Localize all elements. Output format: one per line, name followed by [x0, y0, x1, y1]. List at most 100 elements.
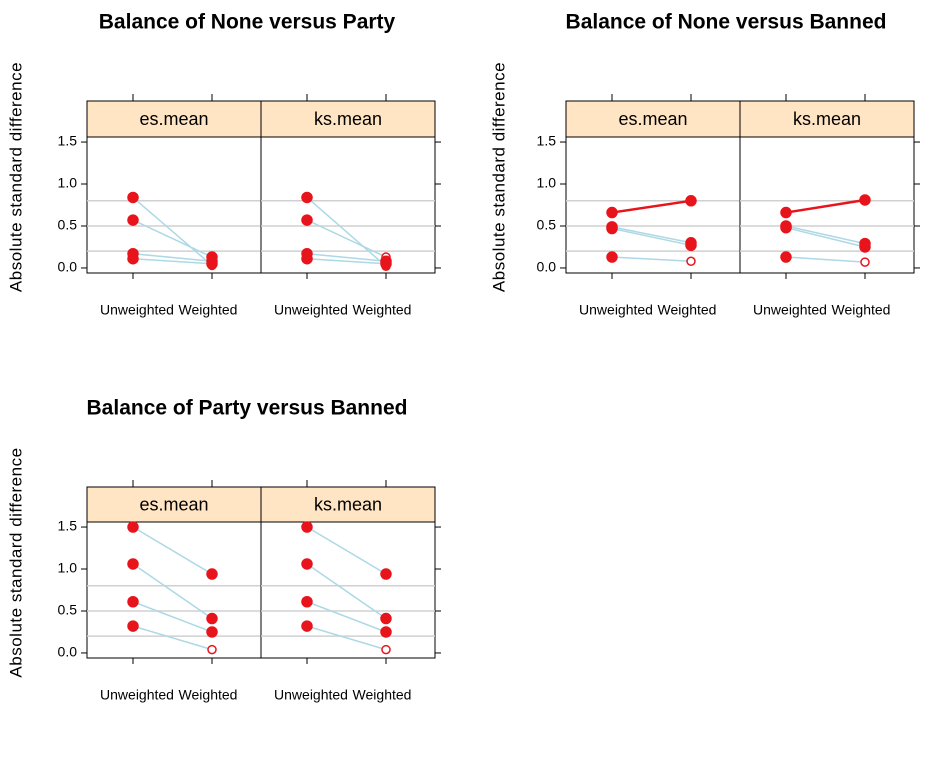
panel — [86, 136, 262, 274]
point — [859, 241, 871, 253]
y-tick-label: 0.5 — [58, 602, 78, 618]
point — [860, 257, 870, 267]
series-line — [611, 227, 692, 247]
series-line — [132, 196, 213, 267]
point — [206, 258, 218, 270]
series-line — [785, 256, 866, 263]
series-line — [785, 225, 866, 245]
series-line — [132, 526, 213, 575]
point — [686, 256, 696, 266]
point — [685, 195, 697, 207]
point — [127, 191, 139, 204]
panel — [260, 521, 436, 659]
point — [301, 620, 313, 632]
strip — [86, 100, 262, 138]
series-line — [611, 199, 692, 214]
point — [606, 251, 618, 263]
series-line — [132, 219, 213, 258]
point — [127, 214, 139, 226]
point — [301, 191, 313, 204]
strip-label: ks.mean — [314, 109, 382, 129]
y-tick-label: 1.5 — [537, 133, 557, 149]
point — [206, 626, 218, 638]
chart-title: Balance of Party versus Banned — [87, 397, 408, 420]
strip-label: ks.mean — [793, 109, 861, 129]
strip-label: ks.mean — [314, 494, 382, 514]
strip-label: es.mean — [618, 109, 687, 129]
y-axis-label: Absolute standard difference — [6, 447, 25, 677]
y-tick-label: 0.5 — [537, 217, 557, 233]
x-tick-label: Weighted — [658, 302, 717, 318]
series-line — [132, 252, 213, 262]
point — [301, 252, 313, 265]
chart-title: Balance of None versus Banned — [566, 11, 887, 34]
series-line — [611, 256, 692, 262]
strip-label: es.mean — [139, 494, 208, 514]
point — [207, 644, 217, 655]
series-line — [132, 601, 213, 633]
strip — [86, 486, 262, 523]
point — [127, 521, 139, 533]
point — [380, 612, 392, 625]
point — [381, 644, 391, 655]
point — [206, 612, 218, 625]
point — [380, 568, 392, 580]
y-tick-label: 0.0 — [58, 644, 78, 660]
y-tick-label: 0.0 — [537, 259, 557, 275]
series-line — [306, 196, 387, 267]
y-tick-label: 1.5 — [58, 133, 78, 149]
y-axis-label: Absolute standard difference — [6, 62, 25, 292]
series-line — [306, 625, 387, 651]
point — [380, 626, 392, 638]
point — [301, 596, 313, 608]
series-line — [306, 257, 387, 265]
series-line — [306, 563, 387, 620]
point — [780, 251, 792, 263]
x-tick-label: Unweighted — [100, 687, 174, 703]
panel — [260, 136, 436, 274]
series-line — [611, 226, 692, 244]
point — [301, 521, 313, 533]
point — [127, 596, 139, 608]
chart-title: Balance of None versus Party — [99, 11, 396, 34]
series-line — [785, 226, 866, 248]
strip-label: es.mean — [139, 109, 208, 129]
x-tick-label: Unweighted — [274, 687, 348, 703]
point — [780, 206, 792, 219]
y-axis-label: Absolute standard difference — [489, 62, 508, 292]
series-line — [132, 625, 213, 651]
x-tick-label: Unweighted — [579, 302, 653, 318]
x-tick-label: Unweighted — [274, 302, 348, 318]
point — [127, 558, 139, 570]
point — [301, 214, 313, 226]
strip — [260, 100, 436, 138]
series-line — [306, 252, 387, 262]
y-tick-label: 1.0 — [58, 175, 78, 191]
series-line — [306, 526, 387, 575]
series-line — [785, 198, 866, 214]
point — [780, 221, 792, 234]
point — [127, 620, 139, 632]
series-line — [306, 219, 387, 258]
panel — [565, 136, 741, 274]
x-tick-label: Weighted — [179, 687, 238, 703]
series-line — [132, 563, 213, 620]
x-tick-label: Weighted — [353, 687, 412, 703]
point — [206, 568, 218, 580]
y-tick-label: 0.0 — [58, 259, 78, 275]
series-line — [132, 257, 213, 265]
point — [301, 558, 313, 570]
x-tick-label: Unweighted — [753, 302, 827, 318]
y-tick-label: 1.5 — [58, 518, 78, 534]
y-tick-label: 1.0 — [537, 175, 557, 191]
strip — [565, 100, 741, 138]
panel — [739, 136, 915, 274]
point — [380, 258, 392, 270]
x-tick-label: Weighted — [832, 302, 891, 318]
point — [606, 206, 618, 219]
y-tick-label: 0.5 — [58, 217, 78, 233]
y-tick-label: 1.0 — [58, 560, 78, 576]
x-tick-label: Weighted — [179, 302, 238, 318]
point — [685, 239, 697, 252]
